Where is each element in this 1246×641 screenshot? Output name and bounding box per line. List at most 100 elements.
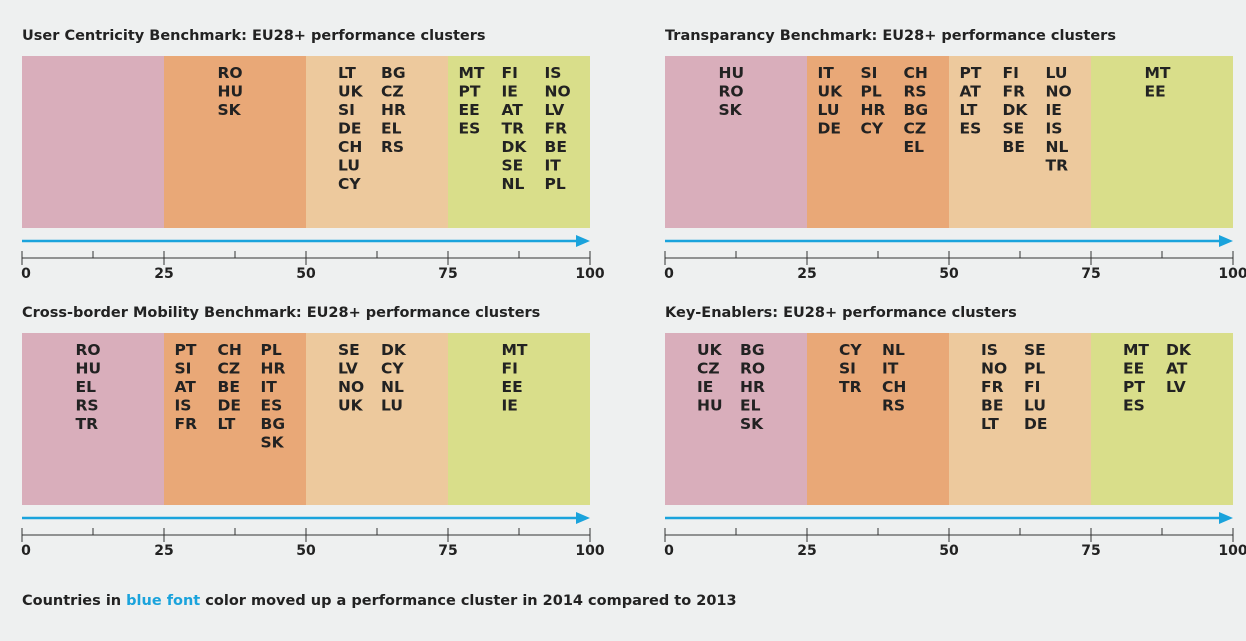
country-code: SI [175, 360, 192, 378]
country-code: HU [76, 360, 102, 378]
country-code: RS [904, 83, 927, 101]
country-code: NO [545, 83, 571, 101]
country-code: SI [839, 360, 856, 378]
country-code: DE [1024, 415, 1047, 433]
tick-label: 75 [1081, 543, 1100, 559]
country-code: CY [839, 341, 862, 359]
country-code: EL [904, 138, 925, 156]
country-code: SK [719, 101, 743, 119]
country-code: EE [459, 101, 480, 119]
cluster-band [448, 333, 590, 505]
tick-label: 50 [296, 266, 316, 282]
country-code: HU [719, 64, 745, 82]
country-code: IS [175, 397, 192, 415]
country-code: IE [1046, 101, 1062, 119]
country-code: LU [338, 157, 360, 175]
country-code: NL [381, 378, 404, 396]
country-code: DK [381, 341, 407, 359]
arrow-head [1219, 235, 1233, 247]
country-code: TR [839, 378, 862, 396]
country-code: ES [960, 120, 982, 138]
country-code: FR [981, 378, 1004, 396]
cluster-band [807, 333, 949, 505]
country-code: CH [904, 64, 928, 82]
cluster-band [164, 56, 306, 228]
cluster-band [949, 333, 1091, 505]
country-code: SE [502, 157, 524, 175]
tick-label: 100 [575, 266, 604, 282]
tick-label: 50 [939, 543, 959, 559]
country-code: MT [1145, 64, 1171, 82]
country-code: IS [981, 341, 998, 359]
country-code: CY [861, 120, 884, 138]
country-code: PL [1024, 360, 1045, 378]
country-code: DK [1166, 341, 1192, 359]
country-code: MT [459, 64, 485, 82]
tick-label: 0 [21, 543, 31, 559]
country-code: UK [697, 341, 723, 359]
cluster-band [306, 333, 448, 505]
country-code: IS [1046, 120, 1063, 138]
country-code: IE [502, 397, 518, 415]
country-code: EL [76, 378, 97, 396]
country-code: BE [981, 397, 1003, 415]
footer-note: Countries in blue font color moved up a … [22, 593, 737, 609]
country-code: RS [381, 138, 404, 156]
country-code: TR [502, 120, 525, 138]
tick-label: 75 [438, 266, 457, 282]
country-code: LT [960, 101, 978, 119]
country-code: SE [338, 341, 360, 359]
country-code: IE [502, 83, 518, 101]
country-code: PL [545, 175, 566, 193]
country-code: CZ [697, 360, 720, 378]
country-code: AT [1166, 360, 1188, 378]
arrow-head [1219, 512, 1233, 524]
country-code: NO [981, 360, 1007, 378]
country-code: FI [502, 360, 518, 378]
footer-part: color moved up a performance cluster in … [200, 593, 736, 609]
country-code: SI [338, 101, 355, 119]
tick-label: 0 [664, 543, 674, 559]
country-code: SE [1003, 120, 1025, 138]
country-code: PT [1123, 378, 1145, 396]
tick-label: 75 [1081, 266, 1100, 282]
country-code: MT [502, 341, 528, 359]
country-code: EL [740, 397, 761, 415]
country-code: LU [1024, 397, 1046, 415]
country-code: LU [381, 397, 403, 415]
country-code: EE [1123, 360, 1144, 378]
country-code: PT [960, 64, 982, 82]
country-code: ES [1123, 397, 1145, 415]
country-code: EE [502, 378, 523, 396]
cluster-band [164, 333, 306, 505]
country-code: NL [1046, 138, 1069, 156]
cluster-band [665, 333, 807, 505]
tick-label: 100 [575, 543, 604, 559]
country-code: RO [719, 83, 744, 101]
country-code: IS [545, 64, 562, 82]
country-code: SK [261, 434, 285, 452]
panel-title: Cross-border Mobility Benchmark: EU28+ p… [22, 305, 540, 321]
country-code: UK [338, 83, 364, 101]
country-code: CH [882, 378, 906, 396]
country-code: CY [338, 175, 361, 193]
panel-title: Transparancy Benchmark: EU28+ performanc… [665, 28, 1116, 44]
tick-label: 25 [154, 543, 173, 559]
country-code: BG [261, 415, 286, 433]
country-code: DE [818, 120, 841, 138]
cluster-band [22, 333, 164, 505]
country-code: IT [818, 64, 835, 82]
country-code: LU [818, 101, 840, 119]
country-code: AT [502, 101, 524, 119]
country-code: IE [697, 378, 713, 396]
country-code: HR [740, 378, 765, 396]
country-code: LT [338, 64, 356, 82]
country-code: BG [904, 101, 929, 119]
country-code: NL [882, 341, 905, 359]
country-code: PL [861, 83, 882, 101]
country-code: NO [1046, 83, 1072, 101]
country-code: LV [1166, 378, 1186, 396]
country-code: CH [218, 341, 242, 359]
tick-label: 100 [1218, 543, 1246, 559]
